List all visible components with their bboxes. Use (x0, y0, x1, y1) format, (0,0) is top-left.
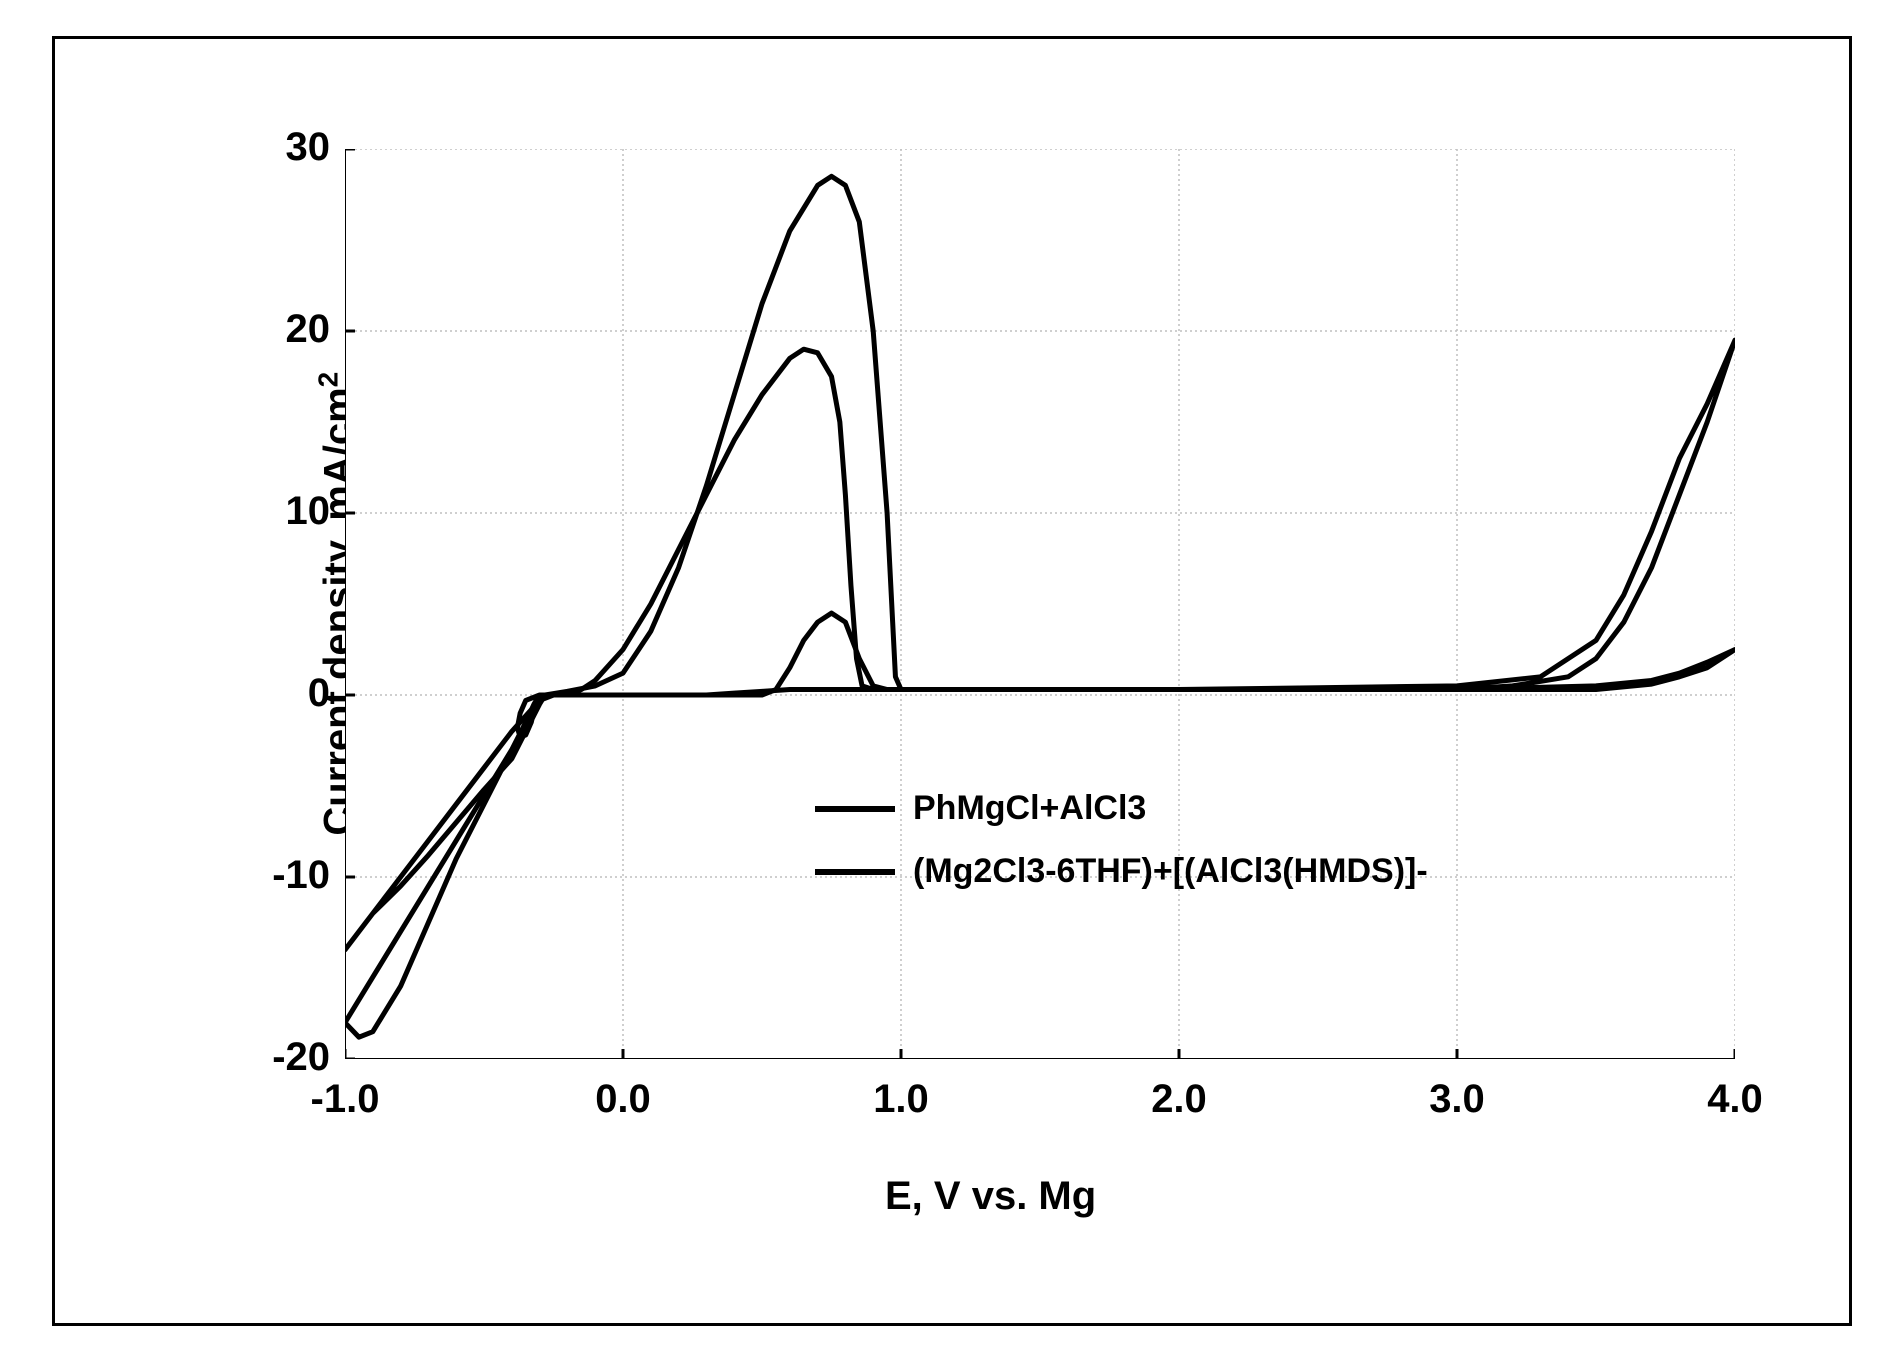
legend-item: PhMgCl+AlCl3 (815, 789, 1428, 828)
x-tick-label: -1.0 (285, 1077, 405, 1122)
chart-frame: Current density, mA/cm2 E, V vs. Mg -20-… (52, 36, 1852, 1326)
legend: PhMgCl+AlCl3 (Mg2Cl3-6THF)+[(AlCl3(HMDS)]… (815, 789, 1428, 915)
plot-svg (345, 149, 1735, 1059)
x-tick-label: 2.0 (1119, 1077, 1239, 1122)
legend-swatch (815, 869, 895, 875)
x-tick-label: 0.0 (563, 1077, 683, 1122)
legend-label: PhMgCl+AlCl3 (913, 789, 1146, 828)
y-tick-label: 20 (220, 307, 330, 352)
y-tick-label: 10 (220, 489, 330, 534)
legend-label: (Mg2Cl3-6THF)+[(AlCl3(HMDS)]- (913, 852, 1428, 891)
chart-container: Current density, mA/cm2 E, V vs. Mg -20-… (115, 99, 1795, 1269)
x-tick-label: 3.0 (1397, 1077, 1517, 1122)
x-axis-label: E, V vs. Mg (885, 1174, 1096, 1219)
y-tick-label: 30 (220, 125, 330, 170)
legend-swatch (815, 806, 895, 812)
x-tick-label: 4.0 (1675, 1077, 1795, 1122)
y-tick-label: 0 (220, 671, 330, 716)
legend-item: (Mg2Cl3-6THF)+[(AlCl3(HMDS)]- (815, 852, 1428, 891)
x-tick-label: 1.0 (841, 1077, 961, 1122)
y-tick-label: -10 (220, 853, 330, 898)
y-tick-label: -20 (220, 1035, 330, 1080)
plot-area (345, 149, 1735, 1059)
